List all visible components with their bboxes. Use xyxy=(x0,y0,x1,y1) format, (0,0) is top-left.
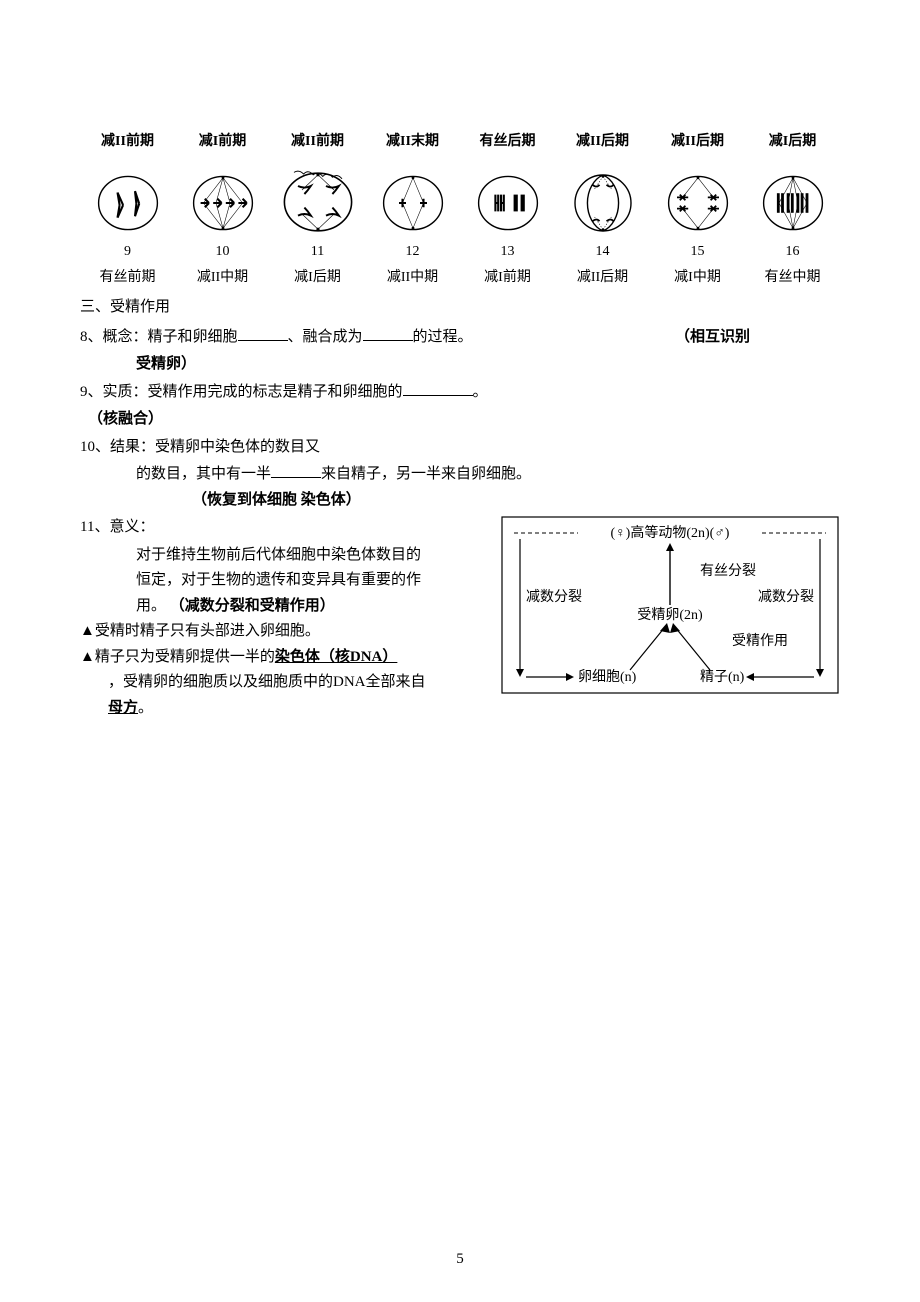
q11-line1: 对于维持生物前后代体细胞中染色体数目的 xyxy=(136,543,500,569)
q8-text2: 、融合成为 xyxy=(288,329,363,345)
svg-text:减数分裂: 减数分裂 xyxy=(758,589,814,605)
svg-text:卵细胞(n): 卵细胞(n) xyxy=(578,669,637,685)
tri3c: 。 xyxy=(138,700,153,716)
blank xyxy=(271,462,321,478)
svg-text:受精卵(2n): 受精卵(2n) xyxy=(637,607,703,623)
q10-text2a: 的数目，其中有一半 xyxy=(136,466,271,482)
blank xyxy=(403,380,473,396)
q11-answer: （减数分裂和受精作用） xyxy=(170,598,335,614)
label: 减II中期 xyxy=(365,266,460,290)
label: 有丝后期 xyxy=(460,130,555,154)
q11-line2: 恒定，对于生物的遗传和变异具有重要的作 xyxy=(136,568,500,594)
label: 减II后期 xyxy=(555,266,650,290)
page-number: 5 xyxy=(0,1247,920,1273)
lifecycle-diagram: (♀)高等动物(2n)(♂) 有丝分裂 受精卵(2n) 减数分裂 减数分裂 xyxy=(500,515,840,705)
label: 减I后期 xyxy=(745,130,840,154)
triangle-note-3b: 母方。 xyxy=(108,696,500,722)
section-3-title: 三、受精作用 xyxy=(80,295,840,321)
tri2b: 染色体（核DNA） xyxy=(275,649,398,665)
cell-number: 10 xyxy=(175,240,270,264)
q9-text2: 。 xyxy=(473,384,488,400)
cell-number: 15 xyxy=(650,240,745,264)
cell-15: 15 xyxy=(650,168,745,264)
q10-text2b: 来自精子，另一半来自卵细胞。 xyxy=(321,466,531,482)
svg-text:精子(n): 精子(n) xyxy=(700,669,745,685)
q8-text3: 的过程。 xyxy=(413,329,473,345)
q11-line3: 用。 （减数分裂和受精作用） xyxy=(136,594,500,620)
cell-number: 12 xyxy=(365,240,460,264)
cell-14: 14 xyxy=(555,168,650,264)
q10-answer: （恢复到体细胞 染色体） xyxy=(192,488,840,514)
cell-16: 16 xyxy=(745,168,840,264)
q8: 8、概念：精子和卵细胞 、融合成为 的过程。 （相互识别 xyxy=(80,325,840,351)
label: 减II前期 xyxy=(270,130,365,154)
label: 减I后期 xyxy=(270,266,365,290)
cell-9: 9 xyxy=(80,168,175,264)
svg-text:有丝分裂: 有丝分裂 xyxy=(700,563,756,579)
cell-number: 11 xyxy=(270,240,365,264)
q9-answer: （核融合） xyxy=(88,407,840,433)
tri2a: ▲精子只为受精卵提供一半的 xyxy=(80,649,275,665)
label: 减II后期 xyxy=(650,130,745,154)
tri3b: 母方 xyxy=(108,700,138,716)
label: 减II中期 xyxy=(175,266,270,290)
cell-number: 13 xyxy=(460,240,555,264)
label: 减I前期 xyxy=(175,130,270,154)
q9: 9、实质：受精作用完成的标志是精子和卵细胞的 。 xyxy=(80,380,840,406)
svg-text:减数分裂: 减数分裂 xyxy=(526,589,582,605)
label: 减I前期 xyxy=(460,266,555,290)
label: 有丝中期 xyxy=(745,266,840,290)
q8-answer-right: （相互识别 xyxy=(675,325,750,351)
label: 有丝前期 xyxy=(80,266,175,290)
triangle-note-2: ▲精子只为受精卵提供一半的染色体（核DNA） xyxy=(80,645,500,671)
svg-text:(♀)高等动物(2n)(♂): (♀)高等动物(2n)(♂) xyxy=(611,524,730,541)
triangle-note-3a: ，受精卵的细胞质以及细胞质中的DNA全部来自 xyxy=(108,670,500,696)
blank xyxy=(363,325,413,341)
cell-13: 13 xyxy=(460,168,555,264)
bottom-phase-labels: 有丝前期 减II中期 减I后期 减II中期 减I前期 减II后期 减I中期 有丝… xyxy=(80,266,840,290)
q9-text1: 9、实质：受精作用完成的标志是精子和卵细胞的 xyxy=(80,384,403,400)
q8-text1: 8、概念：精子和卵细胞 xyxy=(80,329,238,345)
cell-11: 11 xyxy=(270,158,365,264)
q11-and-diagram: 11、意义： 对于维持生物前后代体细胞中染色体数目的 恒定，对于生物的遗传和变异… xyxy=(80,515,840,721)
cell-number: 14 xyxy=(555,240,650,264)
label: 减II后期 xyxy=(555,130,650,154)
q10-line1: 10、结果：受精卵中染色体的数目又 xyxy=(80,435,840,461)
triangle-note-1: ▲受精时精子只有头部进入卵细胞。 xyxy=(80,619,500,645)
svg-text:受精作用: 受精作用 xyxy=(732,633,788,649)
label: 减I中期 xyxy=(650,266,745,290)
cell-12: 12 xyxy=(365,168,460,264)
top-phase-labels: 减II前期 减I前期 减II前期 减II末期 有丝后期 减II后期 减II后期 … xyxy=(80,130,840,154)
q8-answer-indent: 受精卵） xyxy=(136,352,840,378)
cell-diagrams-row: 9 10 xyxy=(80,158,840,264)
cell-number: 9 xyxy=(80,240,175,264)
q10-line2: 的数目，其中有一半 来自精子，另一半来自卵细胞。 xyxy=(136,462,840,488)
cell-number: 16 xyxy=(745,240,840,264)
q11-l3a: 用。 xyxy=(136,598,166,614)
blank xyxy=(238,325,288,341)
label: 减II前期 xyxy=(80,130,175,154)
label: 减II末期 xyxy=(365,130,460,154)
cell-10: 10 xyxy=(175,168,270,264)
q11-title: 11、意义： xyxy=(80,515,500,541)
